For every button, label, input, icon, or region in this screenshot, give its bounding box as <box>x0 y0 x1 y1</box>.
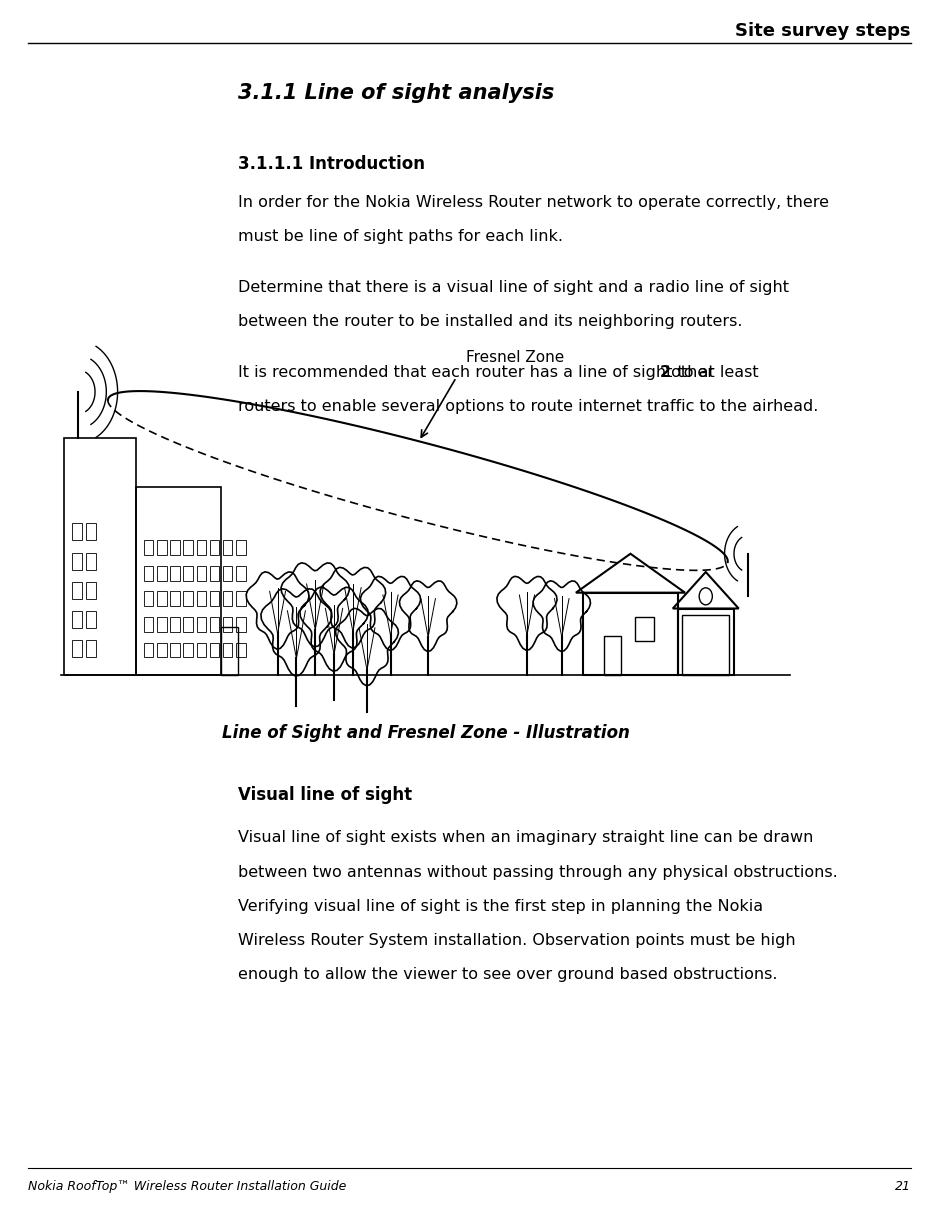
Bar <box>170 617 180 632</box>
Bar <box>86 640 96 657</box>
Bar <box>157 540 167 555</box>
Bar <box>170 566 180 581</box>
Bar <box>86 582 96 599</box>
Bar <box>678 608 734 675</box>
Bar <box>170 643 180 657</box>
Bar <box>64 438 136 675</box>
Bar <box>86 523 96 540</box>
Bar <box>236 617 246 632</box>
Text: must be line of sight paths for each link.: must be line of sight paths for each lin… <box>238 229 563 243</box>
Bar <box>236 643 246 657</box>
Bar <box>210 540 219 555</box>
Text: Determine that there is a visual line of sight and a radio line of sight: Determine that there is a visual line of… <box>238 280 789 295</box>
Bar <box>72 523 82 540</box>
Bar <box>635 617 654 641</box>
Bar <box>144 566 153 581</box>
Text: Site survey steps: Site survey steps <box>735 22 911 40</box>
Bar <box>223 643 232 657</box>
Bar <box>157 566 167 581</box>
Bar <box>236 566 246 581</box>
Bar <box>157 643 167 657</box>
Bar <box>183 591 193 606</box>
Bar <box>86 611 96 628</box>
Bar <box>221 627 238 675</box>
Bar <box>223 540 232 555</box>
Bar <box>72 582 82 599</box>
Bar <box>170 540 180 555</box>
Bar <box>183 540 193 555</box>
Bar <box>682 615 729 675</box>
Bar <box>86 553 96 570</box>
Bar <box>236 591 246 606</box>
Bar <box>144 540 153 555</box>
Bar <box>136 487 221 675</box>
Bar <box>197 591 206 606</box>
Text: In order for the Nokia Wireless Router network to operate correctly, there: In order for the Nokia Wireless Router n… <box>238 195 829 209</box>
Bar <box>197 643 206 657</box>
Text: enough to allow the viewer to see over ground based obstructions.: enough to allow the viewer to see over g… <box>238 966 777 982</box>
Bar <box>72 611 82 628</box>
Text: other: other <box>666 365 714 380</box>
Text: 3.1.1 Line of sight analysis: 3.1.1 Line of sight analysis <box>238 83 554 102</box>
Text: between the router to be installed and its neighboring routers.: between the router to be installed and i… <box>238 314 742 329</box>
Bar <box>144 591 153 606</box>
Text: 3.1.1.1 Introduction: 3.1.1.1 Introduction <box>238 155 425 173</box>
Text: It is recommended that each router has a line of sight to at least: It is recommended that each router has a… <box>238 365 764 380</box>
Text: Wireless Router System installation. Observation points must be high: Wireless Router System installation. Obs… <box>238 932 796 948</box>
Bar <box>210 617 219 632</box>
Bar <box>144 617 153 632</box>
Text: Nokia RoofTop™ Wireless Router Installation Guide: Nokia RoofTop™ Wireless Router Installat… <box>28 1180 346 1194</box>
Text: between two antennas without passing through any physical obstructions.: between two antennas without passing thr… <box>238 864 837 880</box>
Bar <box>604 636 621 675</box>
Text: Fresnel Zone: Fresnel Zone <box>466 350 564 365</box>
Bar <box>223 566 232 581</box>
Bar <box>183 566 193 581</box>
Text: 2: 2 <box>661 365 671 380</box>
Bar <box>197 540 206 555</box>
Bar <box>236 540 246 555</box>
Bar <box>72 553 82 570</box>
Bar <box>170 591 180 606</box>
Bar <box>210 566 219 581</box>
Bar <box>72 640 82 657</box>
Bar <box>157 591 167 606</box>
Text: Verifying visual line of sight is the first step in planning the Nokia: Verifying visual line of sight is the fi… <box>238 898 763 914</box>
Bar <box>197 617 206 632</box>
Bar <box>210 643 219 657</box>
Bar <box>183 617 193 632</box>
Text: Visual line of sight exists when an imaginary straight line can be drawn: Visual line of sight exists when an imag… <box>238 830 813 846</box>
Text: routers to enable several options to route internet traffic to the airhead.: routers to enable several options to rou… <box>238 399 819 414</box>
Text: 21: 21 <box>895 1180 911 1194</box>
Bar <box>583 593 678 675</box>
Bar <box>223 617 232 632</box>
Text: Line of Sight and Fresnel Zone - Illustration: Line of Sight and Fresnel Zone - Illustr… <box>222 724 630 742</box>
Bar <box>144 643 153 657</box>
Bar <box>183 643 193 657</box>
Bar <box>157 617 167 632</box>
Bar <box>210 591 219 606</box>
Bar <box>197 566 206 581</box>
Text: Visual line of sight: Visual line of sight <box>238 786 412 804</box>
Bar <box>223 591 232 606</box>
